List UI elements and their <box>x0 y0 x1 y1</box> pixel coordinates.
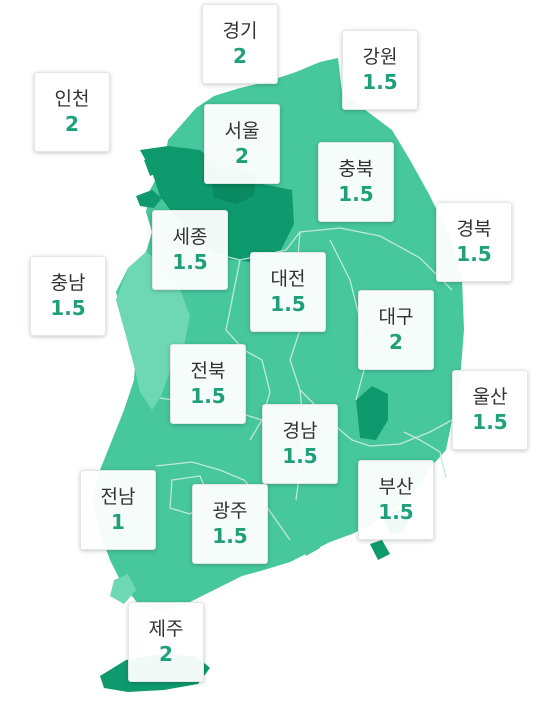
region-card-gwangju[interactable]: 광주 1.5 <box>192 484 268 564</box>
region-name: 서울 <box>224 120 260 142</box>
region-value: 2 <box>159 642 173 666</box>
region-card-chungnam[interactable]: 충남 1.5 <box>30 256 106 336</box>
incheon-island-2 <box>144 156 164 176</box>
region-value: 2 <box>65 112 79 136</box>
region-card-incheon[interactable]: 인천 2 <box>34 72 110 152</box>
region-name: 강원 <box>362 46 398 68</box>
region-name: 충남 <box>50 272 86 294</box>
region-value: 2 <box>389 330 403 354</box>
daegu-shape <box>356 386 388 440</box>
region-value: 2 <box>235 144 249 168</box>
region-value: 1.5 <box>50 296 86 320</box>
region-name: 경북 <box>456 218 492 240</box>
south-island-3 <box>370 540 390 560</box>
region-card-daegu[interactable]: 대구 2 <box>358 290 434 370</box>
region-value: 1.5 <box>172 250 208 274</box>
region-card-jeonnam[interactable]: 전남 1 <box>80 470 156 550</box>
region-value: 1.5 <box>378 500 414 524</box>
region-card-daejeon[interactable]: 대전 1.5 <box>250 252 326 332</box>
region-card-gyeonggi[interactable]: 경기 2 <box>202 4 278 84</box>
south-island-1 <box>110 574 136 604</box>
region-card-jeonbuk[interactable]: 전북 1.5 <box>170 344 246 424</box>
region-value: 2 <box>233 44 247 68</box>
region-name: 울산 <box>472 386 508 408</box>
region-value: 1.5 <box>338 182 374 206</box>
region-card-gangwon[interactable]: 강원 1.5 <box>342 30 418 110</box>
region-name: 대전 <box>270 268 306 290</box>
south-island-2 <box>298 530 320 556</box>
region-card-seoul[interactable]: 서울 2 <box>204 104 280 184</box>
region-name: 광주 <box>212 500 248 522</box>
region-card-sejong[interactable]: 세종 1.5 <box>152 210 228 290</box>
region-card-jeju[interactable]: 제주 2 <box>128 602 204 682</box>
region-name: 전남 <box>100 486 136 508</box>
region-name: 충북 <box>338 158 374 180</box>
region-name: 부산 <box>378 476 414 498</box>
region-value: 1.5 <box>270 292 306 316</box>
region-value: 1.5 <box>190 384 226 408</box>
region-value: 1.5 <box>212 524 248 548</box>
region-name: 경남 <box>282 420 318 442</box>
region-name: 대구 <box>378 306 414 328</box>
region-name: 세종 <box>172 226 208 248</box>
region-value: 1.5 <box>282 444 318 468</box>
region-card-chungbuk[interactable]: 충북 1.5 <box>318 142 394 222</box>
region-name: 경기 <box>222 20 258 42</box>
gyeonggi-dark-shape <box>140 146 294 262</box>
region-card-gyeongnam[interactable]: 경남 1.5 <box>262 404 338 484</box>
incheon-island <box>136 190 162 208</box>
region-value: 1 <box>111 510 125 534</box>
region-name: 인천 <box>54 88 90 110</box>
region-card-busan[interactable]: 부산 1.5 <box>358 460 434 540</box>
region-value: 1.5 <box>362 70 398 94</box>
chungnam-coast-shape <box>116 252 190 410</box>
region-value: 1.5 <box>472 410 508 434</box>
region-name: 제주 <box>148 618 184 640</box>
region-name: 전북 <box>190 360 226 382</box>
region-card-ulsan[interactable]: 울산 1.5 <box>452 370 528 450</box>
region-card-gyeongbuk[interactable]: 경북 1.5 <box>436 202 512 282</box>
region-value: 1.5 <box>456 242 492 266</box>
